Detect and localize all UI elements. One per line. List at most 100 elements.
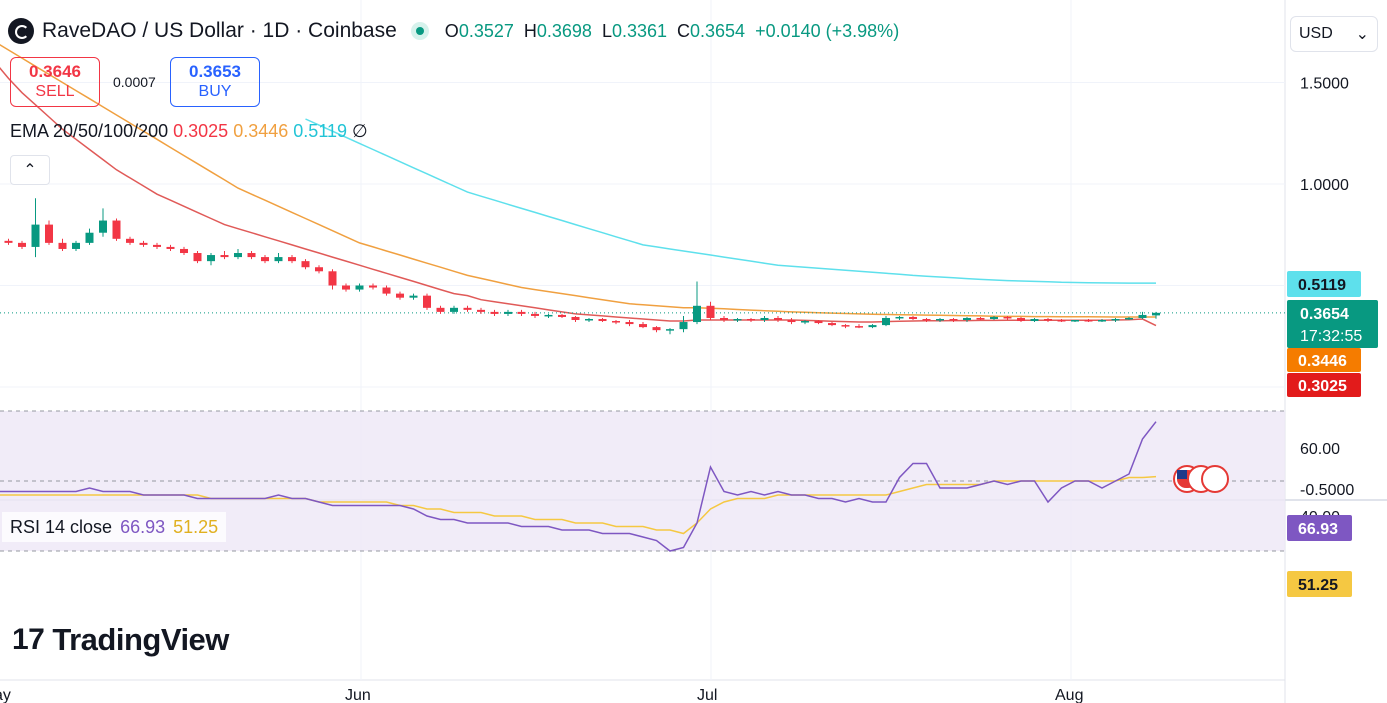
candle-body bbox=[72, 242, 80, 249]
candle-body bbox=[234, 253, 242, 258]
sell-button[interactable]: 0.3646 SELL bbox=[10, 57, 100, 107]
candle-body bbox=[868, 325, 877, 328]
candle-body bbox=[153, 244, 161, 247]
countdown-tag: 17:32:55 bbox=[1300, 328, 1362, 345]
candle-body bbox=[328, 271, 337, 286]
candle-body bbox=[207, 255, 215, 262]
candle-body bbox=[436, 307, 445, 312]
candle-body bbox=[139, 242, 148, 245]
tradingview-text: TradingView bbox=[52, 622, 229, 657]
candle-body bbox=[639, 324, 647, 328]
ema20-value: 0.3025 bbox=[173, 121, 229, 141]
collapse-legend-button[interactable]: ⌃ bbox=[10, 155, 50, 185]
ema100-price-tag-bg bbox=[1287, 271, 1361, 297]
candle-body bbox=[450, 307, 458, 312]
market-status-icon[interactable] bbox=[410, 22, 429, 40]
ema200-value: ∅ bbox=[352, 121, 368, 141]
candle-body bbox=[1152, 312, 1160, 316]
candle-body bbox=[1098, 320, 1106, 322]
currency-select[interactable]: USD ⌄ bbox=[1290, 16, 1378, 52]
buy-label: BUY bbox=[198, 83, 232, 100]
candle-body bbox=[504, 311, 512, 314]
candle-body bbox=[558, 314, 566, 317]
symbol-title[interactable]: RaveDAO / US Dollar · 1D · Coinbase bbox=[42, 19, 397, 42]
open-value: 0.3527 bbox=[458, 20, 514, 41]
rsi-ma-value: 51.25 bbox=[173, 516, 219, 537]
rsi-legend[interactable]: RSI 14 close 66.93 51.25 bbox=[2, 512, 227, 542]
currency-label: USD bbox=[1299, 25, 1333, 42]
candle-body bbox=[1057, 320, 1066, 322]
sell-price: 0.3646 bbox=[29, 62, 81, 81]
rsi-value: 66.93 bbox=[120, 516, 166, 537]
last-price-tag: 0.3654 bbox=[1300, 306, 1349, 323]
candle-body bbox=[909, 316, 917, 319]
candle-body bbox=[990, 316, 998, 319]
open-key: O bbox=[444, 20, 459, 41]
time-axis-label: Jun bbox=[345, 687, 371, 703]
price-axis-label: -0.5000 bbox=[1300, 482, 1354, 499]
chevron-up-icon: ⌃ bbox=[23, 162, 37, 179]
candle-body bbox=[895, 316, 904, 319]
candle-body bbox=[477, 309, 485, 312]
candle-body bbox=[99, 220, 107, 233]
candle-body bbox=[936, 318, 944, 321]
candle-body bbox=[1084, 320, 1093, 322]
candle-body bbox=[274, 257, 283, 262]
change-value: +0.0140 (+3.98%) bbox=[755, 20, 900, 41]
ema-legend[interactable]: EMA 20/50/100/200 0.3025 0.3446 0.5119 ∅ bbox=[10, 121, 368, 142]
candle-body bbox=[585, 318, 593, 321]
rsi-ma-line bbox=[0, 475, 1157, 535]
event-flag-icon bbox=[1201, 465, 1229, 493]
candle-body bbox=[247, 253, 256, 258]
candle-body bbox=[801, 321, 809, 323]
low-value: 0.3361 bbox=[611, 20, 668, 41]
tradingview-mark-icon: 17 bbox=[12, 623, 45, 656]
candle-body bbox=[531, 313, 539, 316]
candle-body bbox=[112, 220, 121, 239]
rsi-line bbox=[0, 421, 1157, 552]
ema20-price-tag: 0.3025 bbox=[1298, 378, 1347, 395]
chevron-down-icon: ⌄ bbox=[1355, 26, 1369, 43]
close-value: 0.3654 bbox=[690, 20, 746, 41]
high-key: H bbox=[523, 20, 537, 41]
candle-body bbox=[382, 287, 391, 294]
candle-body bbox=[625, 322, 634, 325]
candle-body bbox=[31, 224, 40, 247]
buy-price: 0.3653 bbox=[189, 62, 241, 81]
candle-body bbox=[774, 317, 782, 321]
buy-button[interactable]: 0.3653 BUY bbox=[170, 57, 260, 107]
us-flag-canton bbox=[1177, 470, 1187, 479]
high-value: 0.3698 bbox=[536, 20, 592, 41]
candle-body bbox=[598, 318, 607, 322]
candle-body bbox=[490, 311, 499, 314]
candle-body bbox=[409, 295, 418, 298]
candle-body bbox=[976, 317, 985, 320]
ema50-line bbox=[0, 44, 1156, 318]
candle-body bbox=[355, 285, 364, 290]
candle-body bbox=[166, 246, 175, 249]
price-axis-label: 1.0000 bbox=[1300, 177, 1349, 194]
candle-body bbox=[301, 261, 310, 268]
tradingview-logo[interactable]: 17 TradingView bbox=[12, 622, 229, 658]
candle-body bbox=[1138, 314, 1147, 318]
candle-body bbox=[963, 317, 971, 321]
candle-body bbox=[733, 318, 742, 321]
ema-label: EMA 20/50/100/200 bbox=[10, 121, 169, 141]
ema100-line bbox=[305, 118, 1156, 284]
candle-body bbox=[693, 305, 701, 323]
ema50-value: 0.3446 bbox=[233, 121, 289, 141]
time-axis-label: ay bbox=[0, 687, 11, 703]
ema20-price-tag-bg bbox=[1287, 373, 1361, 397]
ema50-price-tag-bg bbox=[1287, 348, 1361, 372]
candle-body bbox=[1071, 320, 1079, 322]
candle-body bbox=[787, 320, 796, 323]
candle-body bbox=[652, 327, 661, 331]
ohlc-values: O0.3527 H0.3698 L0.3361 C0.3654 +0.0140 … bbox=[445, 21, 899, 42]
candle-body bbox=[288, 257, 296, 262]
ema100-value: 0.5119 bbox=[293, 121, 348, 141]
spread-value: 0.0007 bbox=[113, 74, 156, 90]
sell-label: SELL bbox=[35, 83, 75, 100]
candle-body bbox=[4, 240, 13, 243]
time-axis-label: Aug bbox=[1055, 687, 1083, 703]
